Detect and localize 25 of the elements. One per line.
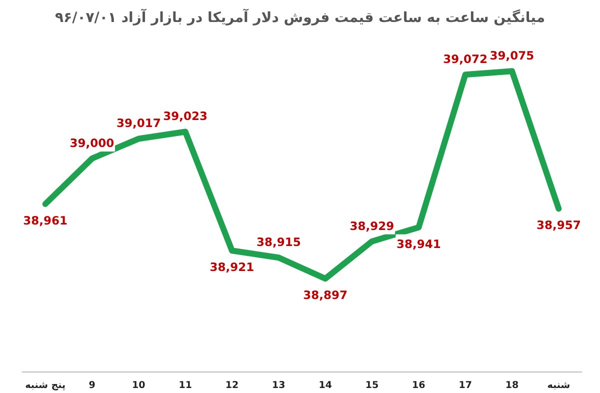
data-label: 39,072 [443, 52, 488, 66]
x-tick-label: 16 [412, 380, 426, 391]
data-label: 39,017 [116, 116, 161, 130]
data-label: 38,897 [303, 288, 348, 302]
data-label: 38,921 [210, 260, 254, 274]
x-tick-label: 18 [505, 380, 519, 391]
data-label: 38,915 [256, 235, 301, 250]
x-tick-label: 12 [225, 380, 239, 391]
x-tick-label: 9 [88, 380, 96, 391]
x-tick-label: 13 [272, 380, 286, 391]
x-tick-label: 10 [132, 380, 146, 391]
x-tick-label: 14 [318, 380, 332, 391]
x-tick-label: پنج شنبه [25, 380, 66, 391]
x-tick-label: شنبه [547, 380, 570, 391]
data-label: 38,961 [23, 214, 68, 228]
chart-title: میانگین ساعت به ساعت قیمت فروش دلار آمریکا در بازار آزاد ۹۶/۰۷/۰۱ [54, 8, 546, 26]
data-label: 39,023 [163, 109, 208, 124]
data-label: 38,957 [536, 218, 581, 232]
data-label: 38,941 [396, 236, 441, 251]
data-label: 38,929 [350, 218, 394, 233]
data-label: 39,000 [70, 136, 114, 150]
x-tick-label: 17 [458, 380, 472, 391]
x-tick-label: 15 [365, 380, 379, 391]
x-tick-label: 11 [178, 380, 192, 391]
data-label: 39,075 [490, 48, 534, 63]
